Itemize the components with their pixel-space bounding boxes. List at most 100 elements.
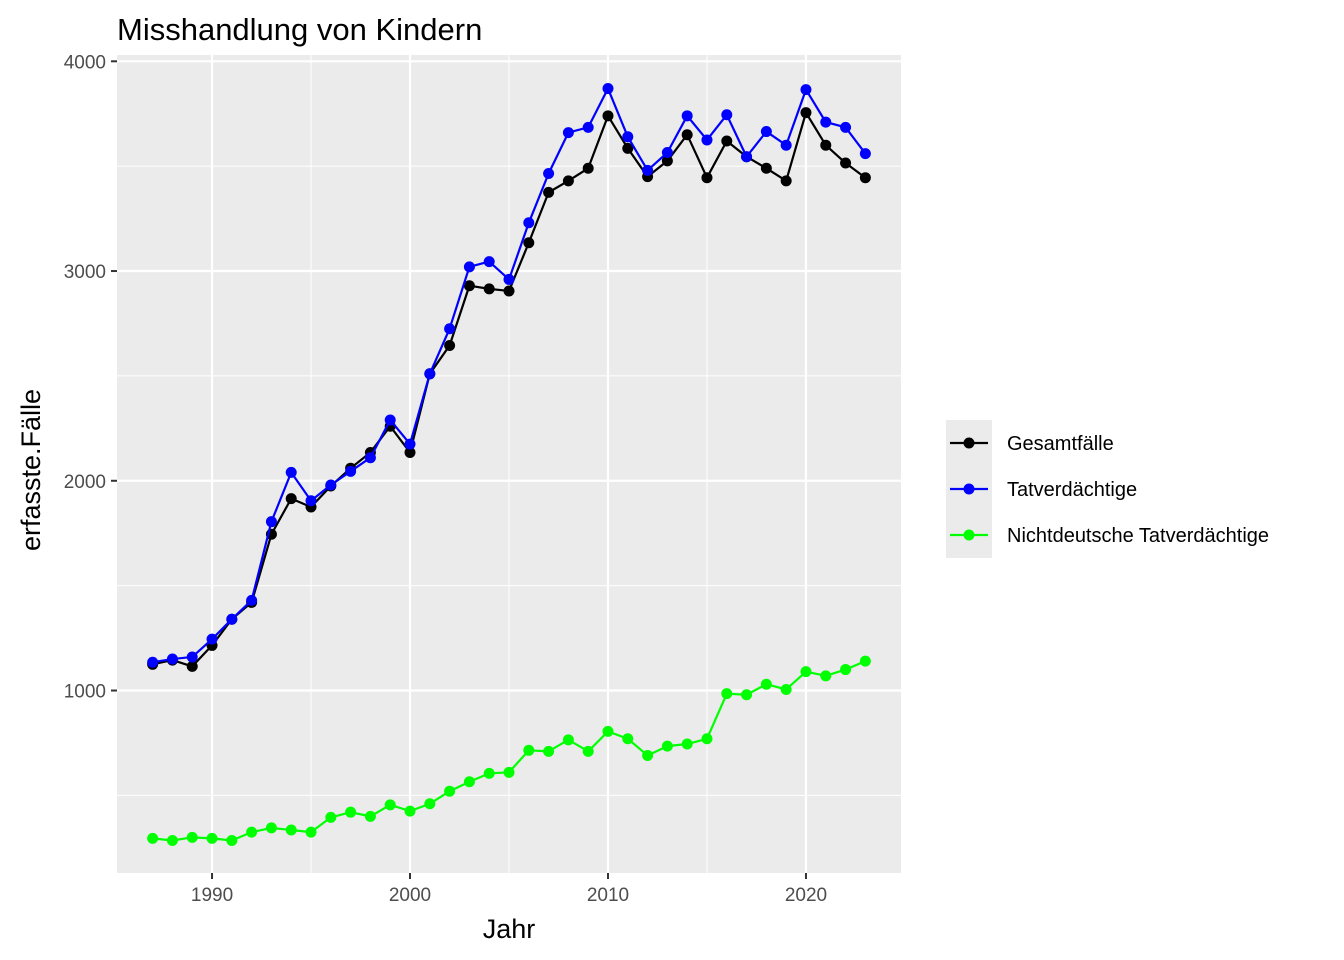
data-point [463, 261, 475, 273]
y-tick-label: 1000 [64, 682, 106, 703]
data-point [503, 273, 515, 285]
data-point [780, 683, 792, 695]
data-point [602, 725, 614, 737]
data-point [186, 831, 198, 843]
data-point [345, 806, 357, 818]
series-3 [147, 655, 871, 846]
data-point [760, 162, 772, 174]
data-point [701, 733, 713, 745]
data-point [404, 805, 416, 817]
data-point [404, 438, 416, 450]
data-point [701, 172, 713, 184]
data-point [840, 121, 852, 133]
axes-layer: 1990 2000 2010 2020 1000 2000 3000 4000 [64, 52, 827, 906]
data-point [424, 798, 436, 810]
data-point [463, 280, 475, 292]
data-point [820, 139, 832, 151]
data-point [661, 740, 673, 752]
data-point [760, 126, 772, 138]
x-tick-label: 2010 [587, 885, 629, 906]
x-tick-label: 2000 [389, 885, 431, 906]
x-axis-title: Jahr [483, 914, 536, 944]
data-point [859, 148, 871, 160]
data-point [206, 633, 218, 645]
data-point [543, 745, 555, 757]
data-point [741, 689, 753, 701]
data-point [147, 656, 159, 668]
data-point [859, 655, 871, 667]
data-point [800, 107, 812, 119]
data-point [840, 664, 852, 676]
data-point [166, 653, 178, 665]
data-point [681, 110, 693, 122]
data-point [602, 83, 614, 95]
data-point [364, 452, 376, 464]
data-point [681, 738, 693, 750]
data-point [622, 142, 634, 154]
data-point [226, 613, 238, 625]
y-tick-label: 3000 [64, 262, 106, 283]
data-point [701, 134, 713, 146]
data-point [661, 147, 673, 159]
data-point [661, 155, 673, 167]
data-point [483, 283, 495, 295]
data-point [265, 516, 277, 528]
data-point [642, 750, 654, 762]
legend-label: Gesamtfälle [1007, 433, 1114, 455]
data-point [820, 670, 832, 682]
data-point [325, 479, 337, 491]
data-point [265, 822, 277, 834]
data-point [642, 164, 654, 176]
data-point [345, 465, 357, 477]
data-point [305, 826, 317, 838]
data-point [285, 493, 297, 505]
data-point [582, 162, 594, 174]
data-point [503, 766, 515, 778]
data-point [582, 745, 594, 757]
data-point [543, 186, 555, 198]
data-point [147, 832, 159, 844]
data-point [364, 810, 376, 822]
data-point [246, 826, 258, 838]
data-point [780, 175, 792, 187]
data-point [820, 116, 832, 128]
data-point [562, 175, 574, 187]
data-point [562, 734, 574, 746]
data-point [246, 594, 258, 606]
data-point [444, 339, 456, 351]
data-point [523, 744, 535, 756]
data-point [721, 109, 733, 121]
x-tick-label: 2020 [785, 885, 827, 906]
data-point [780, 139, 792, 151]
data-point [741, 151, 753, 163]
legend-key-point [963, 483, 975, 495]
data-point [206, 832, 218, 844]
data-point [721, 688, 733, 700]
data-point [325, 811, 337, 823]
legend-key-point [963, 529, 975, 541]
y-tick-label: 2000 [64, 472, 106, 493]
legend-label: Nichtdeutsche Tatverdächtige [1007, 525, 1269, 547]
data-point [384, 799, 396, 811]
data-point [622, 733, 634, 745]
legend-label: Tatverdächtige [1007, 479, 1137, 501]
data-point [523, 237, 535, 249]
data-point [285, 824, 297, 836]
data-point [305, 495, 317, 507]
data-point [622, 131, 634, 143]
chart-title: Misshandlung von Kindern [117, 12, 482, 47]
legend: Gesamtfälle Tatverdächtige Nichtdeutsche T… [946, 420, 1269, 558]
data-point [186, 651, 198, 663]
data-point [840, 157, 852, 169]
data-point [543, 168, 555, 180]
legend-key-point [963, 437, 975, 449]
data-point [444, 785, 456, 797]
data-point [721, 135, 733, 147]
data-point [444, 323, 456, 335]
series-2 [147, 83, 871, 668]
data-point [463, 776, 475, 788]
data-point [681, 129, 693, 141]
data-point [285, 466, 297, 478]
data-point [483, 767, 495, 779]
data-point [166, 834, 178, 846]
